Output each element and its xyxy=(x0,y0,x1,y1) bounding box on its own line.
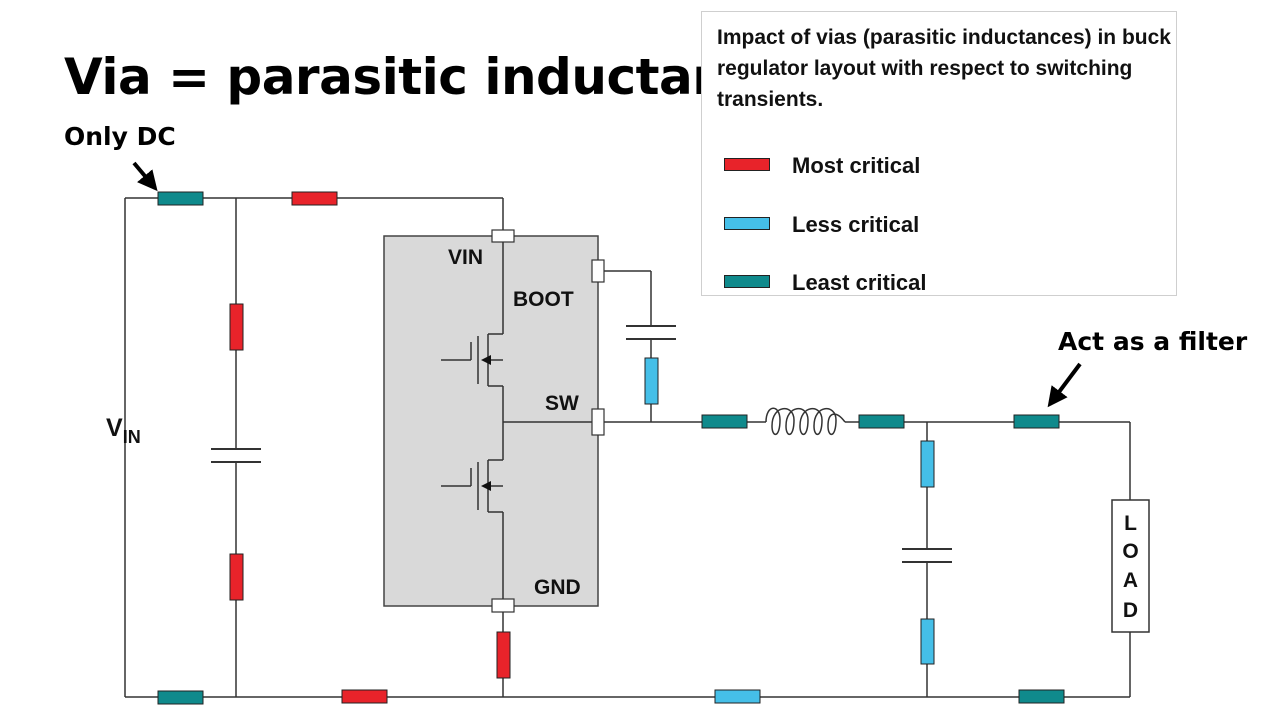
legend-swatch-less-critical xyxy=(724,217,770,230)
legend-label: Most critical xyxy=(792,153,921,178)
ic-pin-gnd xyxy=(491,598,515,613)
legend-swatch-least-critical xyxy=(724,275,770,288)
via-most-critical xyxy=(229,553,244,601)
vin-source-label: VIN xyxy=(106,414,141,447)
pin-label-sw: SW xyxy=(545,392,579,415)
ic-pin-sw xyxy=(591,408,605,436)
pin-label-gnd: GND xyxy=(534,576,581,599)
legend-label: Least critical xyxy=(792,270,927,295)
legend-label: Less critical xyxy=(792,212,920,237)
load-letter: A xyxy=(1123,569,1138,592)
legend-swatch-most-critical xyxy=(724,158,770,171)
arrow-icon xyxy=(1047,362,1082,408)
mosfet-arrow-icon xyxy=(481,355,491,365)
vias xyxy=(157,191,1065,705)
pin-label-vin: VIN xyxy=(448,246,483,269)
load-letter: O xyxy=(1122,540,1138,563)
via-less-critical xyxy=(920,618,935,665)
via-least-critical xyxy=(1018,689,1065,704)
legend-description: Impact of vias (parasitic inductances) i… xyxy=(717,26,1171,111)
mosfet-arrow-icon xyxy=(481,481,491,491)
load-box xyxy=(1111,499,1150,633)
vin-label-main: V xyxy=(106,414,123,442)
via-most-critical xyxy=(496,631,511,679)
page-title: Via = parasitic inductance xyxy=(64,48,790,106)
callout-act-as-filter: Act as a filter xyxy=(1058,327,1248,356)
legend-box: Impact of vias (parasitic inductances) i… xyxy=(701,11,1177,296)
via-less-critical xyxy=(714,689,761,704)
via-most-critical xyxy=(229,303,244,351)
via-less-critical xyxy=(920,440,935,488)
ic-pin-vin xyxy=(491,229,515,243)
via-least-critical xyxy=(1013,414,1060,429)
callout-only-dc: Only DC xyxy=(64,122,176,151)
via-most-critical xyxy=(291,191,338,206)
load-letter: D xyxy=(1123,599,1138,622)
wires xyxy=(124,197,1131,698)
via-most-critical xyxy=(341,689,388,704)
via-least-critical xyxy=(701,414,748,429)
vin-label-subscript: IN xyxy=(123,427,141,447)
arrow-icon xyxy=(132,161,158,192)
capacitors xyxy=(211,325,952,563)
load-letter: L xyxy=(1124,512,1137,535)
ic-pin-boot xyxy=(591,259,605,283)
via-least-critical xyxy=(157,690,204,705)
via-least-critical xyxy=(157,191,204,206)
via-least-critical xyxy=(858,414,905,429)
via-less-critical xyxy=(644,357,659,405)
regulator-ic-body xyxy=(383,235,599,607)
pin-label-boot: BOOT xyxy=(513,288,574,311)
